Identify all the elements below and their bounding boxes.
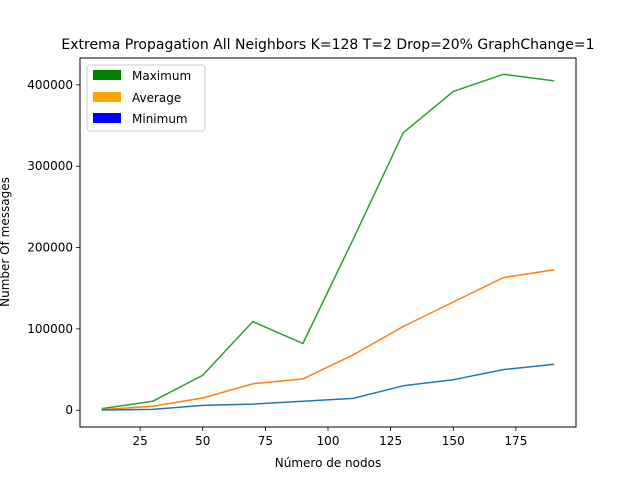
x-tick-label: 150 [442,434,465,448]
series-layer [101,73,555,411]
x-tick-label: 75 [258,434,273,448]
y-tick-label: 400000 [27,78,73,92]
x-tick-label: 50 [195,434,210,448]
series-line-0 [101,73,555,410]
x-axis-ticks: 25 50 75 100 125 150 175 [132,427,527,448]
legend-label-maximum: Maximum [132,69,191,83]
y-tick-label: 200000 [27,241,73,255]
legend-swatch-maximum [93,70,121,80]
y-axis-ticks: 0 100000 200000 300000 400000 [27,78,80,417]
x-tick-label: 175 [504,434,527,448]
y-tick-label: 0 [65,403,73,417]
y-tick-label: 300000 [27,159,73,173]
x-axis-label: Número de nodos [275,456,381,470]
legend-swatch-average [93,92,121,102]
series-line-2 [101,363,555,411]
legend-label-average: Average [132,91,181,105]
legend-swatch-minimum [93,113,121,123]
x-tick-label: 125 [379,434,402,448]
y-axis-label: Number Of messages [0,177,12,307]
x-tick-label: 100 [317,434,340,448]
legend-label-minimum: Minimum [132,112,188,126]
series-line-1 [101,269,555,411]
x-tick-label: 25 [132,434,147,448]
chart-title: Extrema Propagation All Neighbors K=128 … [61,37,594,53]
y-tick-label: 100000 [27,322,73,336]
legend: Maximum Average Minimum [86,64,206,132]
